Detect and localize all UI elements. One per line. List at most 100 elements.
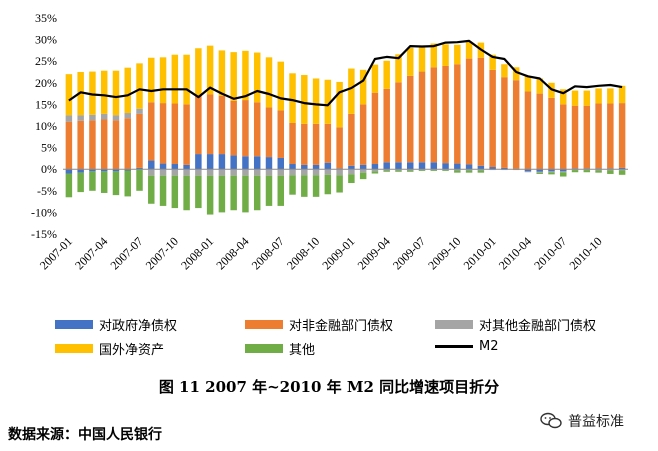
bar-segment-series-2: [371, 169, 379, 172]
bar-segment-series-0: [477, 165, 485, 170]
bar-segment-series-1: [171, 103, 179, 165]
m2-line: [68, 39, 623, 107]
bar-segment-series-4: [465, 170, 473, 173]
bar-segment-series-0: [442, 163, 449, 170]
legend-label-nonfin: 对非金融部门债权: [289, 319, 394, 334]
bar-segment-series-1: [65, 121, 73, 170]
bar-segment-series-1: [230, 100, 237, 156]
y-tick-label: 10%: [35, 119, 57, 133]
bar-segment-series-3: [100, 70, 108, 114]
bar-segment-series-4: [583, 170, 591, 173]
y-tick-label: 25%: [35, 54, 57, 68]
bar-segment-series-1: [218, 95, 226, 155]
bar-segment-series-2: [206, 169, 214, 176]
bar-segment-series-3: [524, 76, 532, 92]
bar-segment-series-0: [371, 164, 379, 170]
bar-segment-series-1: [183, 104, 190, 165]
y-tick-label: -5%: [37, 184, 57, 198]
bar-segment-series-0: [148, 160, 155, 170]
bar-segment-series-4: [65, 173, 73, 198]
bar-segment-series-0: [301, 164, 308, 170]
bar-segment-series-1: [100, 119, 108, 170]
bar-segment-series-1: [477, 57, 485, 166]
bar-segment-series-0: [524, 169, 532, 172]
bar-segment-series-1: [512, 80, 520, 169]
bar-segment-series-0: [312, 164, 320, 170]
bar-segment-series-3: [430, 43, 438, 68]
bar-segment-series-2: [171, 169, 179, 176]
bar-segment-series-1: [253, 102, 261, 157]
bar-segment-series-3: [183, 54, 190, 105]
bar-segment-series-3: [206, 45, 214, 95]
bar-segment-series-0: [218, 154, 226, 170]
bar-segment-series-2: [536, 171, 543, 173]
bar-segment-series-4: [595, 170, 602, 173]
bar-segment-series-3: [383, 60, 390, 89]
bar-segment-series-4: [230, 175, 237, 211]
bar-segment-series-4: [277, 175, 284, 206]
bar-segment-series-3: [489, 54, 496, 70]
bar-segment-series-1: [501, 77, 508, 168]
bar-segment-series-4: [359, 172, 367, 180]
y-tick-label: 0%: [41, 162, 57, 176]
bar-segment-series-4: [618, 170, 626, 175]
legend-label-gov: 对政府净债权: [99, 319, 178, 334]
bar-segment-series-0: [501, 167, 508, 170]
bar-segment-series-3: [583, 90, 591, 106]
bar-segment-series-1: [395, 82, 402, 163]
x-tick-label: 2010-01: [461, 234, 499, 272]
bar-segment-series-0: [242, 156, 249, 170]
bar-segment-series-0: [265, 157, 273, 170]
bar-segment-series-2: [289, 169, 296, 176]
bar-segment-series-3: [359, 69, 367, 105]
legend-label-foreign: 国外净资产: [99, 343, 165, 358]
bar-segment-series-4: [607, 170, 614, 174]
bar-segment-series-0: [407, 162, 414, 170]
bar-segment-series-1: [159, 103, 167, 164]
bar-segment-series-0: [289, 164, 296, 170]
bar-segment-series-2: [136, 108, 143, 114]
bar-segment-series-4: [348, 174, 355, 184]
bar-segment-series-4: [454, 170, 461, 173]
bar-segment-series-4: [183, 175, 190, 211]
bar-segment-series-0: [348, 165, 355, 170]
bar-segment-series-4: [371, 171, 379, 174]
bar-segment-series-2: [618, 169, 626, 171]
bar-segment-series-2: [89, 114, 96, 121]
bar-segment-series-3: [348, 68, 355, 114]
x-tick-label: 2009-07: [390, 234, 428, 272]
figure-caption: 图 11 2007 年~2010 年 M2 同比增速项目折分: [158, 378, 500, 396]
bar-segment-series-4: [336, 175, 343, 193]
bar-segment-series-4: [242, 175, 249, 213]
bar-segment-series-1: [383, 88, 390, 163]
bar-segment-series-1: [301, 123, 308, 165]
bar-segment-series-2: [265, 169, 273, 176]
bar-segment-series-3: [171, 54, 179, 104]
bar-segment-series-1: [595, 103, 602, 169]
x-tick-label: 2008-10: [284, 234, 322, 272]
bar-segment-series-2: [230, 169, 237, 176]
x-tick-label: 2008-07: [249, 234, 287, 272]
bar-segment-series-2: [277, 169, 284, 176]
bar-segment-series-2: [383, 169, 390, 171]
bar-segment-series-3: [407, 47, 414, 76]
bar-segment-series-0: [489, 167, 496, 170]
bar-segment-series-0: [430, 162, 438, 170]
bar-segment-series-0: [383, 162, 390, 170]
bar-segment-series-3: [395, 54, 402, 83]
bar-segment-series-2: [253, 169, 261, 176]
bar-segment-series-1: [607, 103, 614, 169]
legend-item-otherfin: 对其他金融部门债权: [435, 315, 596, 334]
bar-segment-series-4: [301, 175, 308, 197]
bar-segment-series-1: [148, 102, 155, 161]
bar-segment-series-2: [183, 169, 190, 176]
watermark-text: 普益标准: [568, 414, 624, 430]
bar-segment-series-0: [536, 169, 543, 172]
bar-segment-series-4: [548, 172, 555, 175]
bar-segment-series-4: [77, 172, 84, 193]
bar-segment-series-4: [407, 170, 414, 172]
bar-segment-series-4: [430, 170, 438, 171]
bar-segment-series-4: [536, 172, 543, 174]
legend-label-m2: M2: [479, 339, 499, 354]
bar-segment-series-1: [536, 93, 543, 170]
